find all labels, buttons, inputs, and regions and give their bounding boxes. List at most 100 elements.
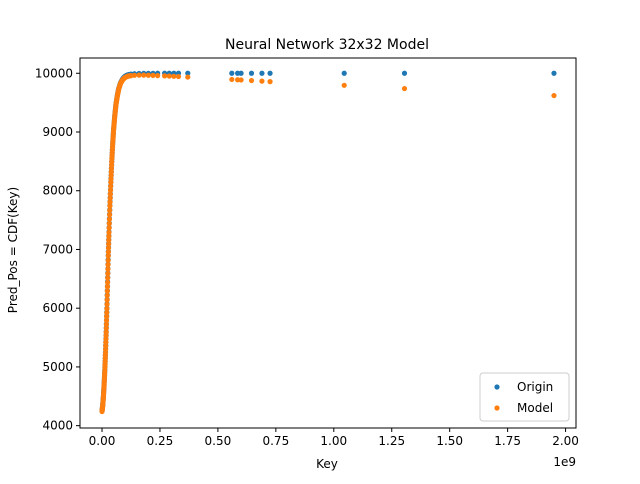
legend: Origin Model (479, 372, 570, 422)
data-point (111, 115, 118, 121)
data-point (105, 245, 112, 251)
data-point (238, 70, 244, 76)
x-tick-label: 1.25 (378, 434, 405, 448)
data-point (136, 72, 142, 78)
axes-frame (79, 57, 577, 429)
data-point (105, 257, 111, 263)
data-point (104, 301, 110, 307)
data-point (155, 73, 161, 79)
data-point (104, 284, 111, 290)
data-point (107, 199, 113, 205)
data-point (103, 325, 109, 331)
data-point (103, 333, 109, 339)
data-point (110, 129, 117, 135)
y-axis-ticks: 4000 5000 6000 7000 8000 9000 10000 (35, 66, 80, 433)
data-point (102, 353, 108, 359)
chart-title: Neural Network 32x32 Model (225, 37, 429, 53)
y-tick-label: 10000 (35, 66, 73, 80)
data-point (551, 92, 557, 99)
data-point (104, 279, 111, 285)
data-point (107, 207, 113, 213)
data-point (101, 384, 107, 390)
data-point (131, 72, 138, 78)
data-point (162, 73, 168, 79)
x-tick-label: 1.75 (494, 434, 521, 448)
data-point (102, 370, 108, 376)
data-point (267, 79, 273, 85)
data-point (107, 203, 113, 209)
data-point (103, 321, 110, 328)
data-point (150, 72, 156, 78)
data-point (341, 82, 347, 88)
y-tick-label: 7000 (42, 242, 73, 256)
x-tick-label: 0.50 (205, 434, 232, 448)
legend-label: Model (517, 401, 553, 415)
legend-marker (494, 405, 500, 411)
series-model (99, 72, 557, 415)
x-tick-label: 1.00 (320, 434, 347, 448)
data-point (106, 221, 112, 227)
data-point (341, 70, 347, 76)
data-point (238, 77, 244, 83)
y-axis-label: Pred_Pos = CDF(Key) (6, 187, 20, 313)
data-point (175, 73, 182, 80)
data-point (109, 144, 116, 150)
x-tick-label: 0.25 (147, 434, 174, 448)
data-point (248, 77, 255, 84)
data-point (105, 253, 111, 259)
data-point (109, 162, 115, 168)
y-tick-label: 8000 (42, 184, 73, 198)
data-point (106, 212, 113, 218)
data-point (229, 70, 235, 76)
y-tick-label: 6000 (42, 301, 73, 315)
data-point (106, 216, 113, 222)
data-point (104, 310, 110, 316)
data-point (106, 237, 112, 243)
data-point (229, 76, 235, 83)
x-tick-label: 0.75 (262, 434, 289, 448)
y-tick-label: 9000 (42, 125, 73, 139)
data-point (551, 70, 557, 76)
x-tick-label: 0.00 (89, 434, 116, 448)
data-point (127, 73, 134, 79)
data-point (104, 288, 110, 294)
data-point (401, 85, 408, 92)
legend-marker (494, 384, 500, 390)
data-point (107, 195, 113, 201)
data-point (106, 229, 112, 236)
data-point (248, 70, 255, 76)
legend-box (479, 372, 570, 422)
plot-area (79, 57, 577, 429)
data-point (145, 72, 151, 78)
data-point (107, 187, 114, 193)
data-point (259, 78, 265, 84)
data-point (104, 306, 110, 312)
data-point (106, 241, 112, 247)
x-axis-offset-label: 1e9 (553, 455, 576, 469)
x-axis-label: Key (316, 457, 338, 471)
data-point (401, 70, 408, 76)
data-point (259, 70, 265, 76)
data-point (185, 70, 191, 76)
data-point (104, 314, 110, 320)
data-point (141, 72, 147, 78)
data-point (106, 225, 112, 231)
x-tick-label: 2.00 (552, 434, 579, 448)
data-point (108, 183, 114, 190)
data-point (103, 317, 110, 324)
data-point (105, 270, 111, 277)
data-point (106, 233, 112, 239)
data-point (105, 262, 111, 268)
data-point (171, 73, 177, 79)
x-tick-label: 1.50 (436, 434, 463, 448)
y-tick-label: 5000 (42, 360, 73, 374)
data-point (105, 275, 111, 281)
legend-label: Origin (517, 380, 553, 394)
data-point (185, 74, 191, 80)
data-point (267, 70, 273, 76)
x-axis-ticks: 0.00 0.25 0.50 0.75 1.00 1.25 1.50 1.75 2.00 (89, 428, 579, 448)
data-point (104, 292, 110, 299)
data-point (104, 297, 110, 303)
